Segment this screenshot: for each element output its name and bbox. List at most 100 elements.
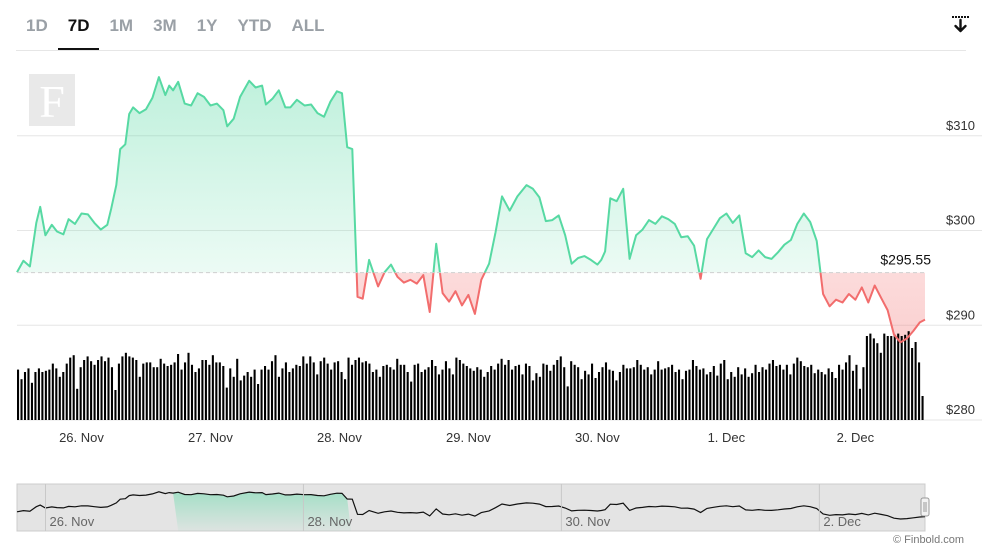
volume-bar: [243, 375, 246, 420]
download-icon[interactable]: [950, 14, 972, 36]
volume-bar: [865, 336, 868, 420]
volume-bar: [225, 387, 228, 420]
tab-1y[interactable]: 1Y: [196, 16, 218, 35]
volume-bar: [448, 368, 451, 420]
x-axis-labels: 26. Nov 27. Nov 28. Nov 29. Nov 30. Nov 1. De…: [59, 430, 875, 445]
volume-bar: [350, 364, 354, 420]
volume-bar: [458, 360, 461, 420]
volume-bar: [284, 362, 287, 420]
volume-bar: [392, 369, 395, 420]
x-tick-label: 27. Nov: [188, 430, 233, 445]
volume-bar: [83, 360, 86, 420]
volume-bar: [844, 362, 848, 420]
volume-bar: [747, 376, 750, 420]
volume-bar: [194, 372, 197, 420]
volume-bar: [277, 376, 280, 420]
volume-bar: [806, 367, 809, 420]
volume-bar: [236, 358, 239, 420]
volume-bar: [357, 357, 361, 420]
volume-bar: [615, 380, 618, 420]
volume-bar: [270, 361, 274, 420]
volume-bar: [709, 372, 712, 420]
volume-bar: [591, 363, 594, 420]
volume-bar: [455, 357, 458, 420]
volume-bar: [636, 360, 639, 420]
volume-bar: [149, 362, 152, 420]
area-up: [17, 77, 925, 273]
volume-bar: [378, 376, 381, 420]
y-tick-label: $300: [946, 213, 975, 228]
volume-bar: [417, 363, 420, 420]
volume-bar: [604, 362, 608, 420]
tab-1m[interactable]: 1M: [109, 16, 134, 35]
tab-1d[interactable]: 1D: [26, 16, 48, 35]
volume-bar: [62, 372, 65, 420]
volume-bar: [441, 369, 444, 420]
volume-bar: [403, 364, 406, 420]
tab-3m[interactable]: 3M: [153, 16, 177, 35]
volume-bar: [166, 366, 169, 420]
volume-bar: [239, 380, 242, 420]
volume-bar: [771, 360, 775, 420]
volume-bar: [549, 370, 552, 420]
volume-bar: [789, 374, 792, 420]
volume-bar: [20, 379, 23, 420]
tab-7d[interactable]: 7D: [57, 8, 100, 50]
volume-bar: [507, 360, 510, 420]
volume-bar: [531, 380, 534, 420]
x-tick-label: 30. Nov: [575, 430, 620, 445]
volume-bar: [323, 357, 326, 420]
volume-bar: [698, 369, 701, 420]
volume-bar: [524, 363, 527, 420]
volume-bar: [309, 356, 312, 420]
navigator[interactable]: 26. Nov 28. Nov 30. Nov 2. Dec: [16, 483, 930, 532]
navigator-label: 2. Dec: [823, 514, 861, 529]
x-tick-label: 26. Nov: [59, 430, 104, 445]
volume-bar: [705, 374, 708, 420]
volume-bar: [744, 368, 747, 420]
volume-bar: [79, 367, 82, 420]
volume-bar: [479, 369, 482, 420]
y-tick-label: $290: [946, 307, 975, 322]
volume-bar: [23, 372, 27, 420]
volume-bar: [528, 366, 531, 420]
volume-bar: [625, 368, 628, 420]
tab-ytd[interactable]: YTD: [237, 16, 272, 35]
tab-all[interactable]: ALL: [291, 16, 325, 35]
x-tick-label: 29. Nov: [446, 430, 491, 445]
volume-bar: [817, 369, 820, 420]
volume-bar: [476, 367, 479, 420]
volume-bar: [813, 373, 816, 420]
volume-bar: [302, 356, 305, 420]
volume-bar: [573, 364, 576, 420]
volume-bar: [382, 366, 385, 420]
navigator-background: [16, 483, 926, 532]
volume-bar: [684, 370, 688, 420]
y-axis-labels: $280 $290 $300 $310: [946, 118, 975, 417]
volume-bar: [142, 363, 145, 420]
volume-bar: [737, 367, 740, 420]
volume-bar: [500, 358, 503, 420]
volume-bar: [30, 382, 33, 420]
volume-bar: [69, 357, 72, 420]
volume-bar: [326, 363, 329, 420]
volume-bar: [103, 361, 107, 420]
volume-bar: [538, 376, 541, 420]
navigator-label: 26. Nov: [49, 514, 94, 529]
navigator-handle[interactable]: [920, 497, 930, 517]
price-line-up: [16, 76, 822, 273]
volume-bar: [810, 364, 813, 420]
volume-bar: [740, 374, 743, 420]
volume-bar: [361, 362, 364, 420]
volume-bar: [27, 368, 30, 420]
volume-bar: [215, 362, 218, 420]
volume-bar: [570, 361, 573, 420]
volume-bar: [629, 368, 632, 420]
volume-bar: [201, 360, 204, 420]
volume-bar: [824, 374, 827, 420]
volume-bar: [396, 358, 399, 420]
volume-bar: [72, 355, 75, 420]
volume-bar: [330, 369, 333, 420]
volume-bar: [646, 367, 649, 420]
volume-bar: [97, 360, 100, 420]
